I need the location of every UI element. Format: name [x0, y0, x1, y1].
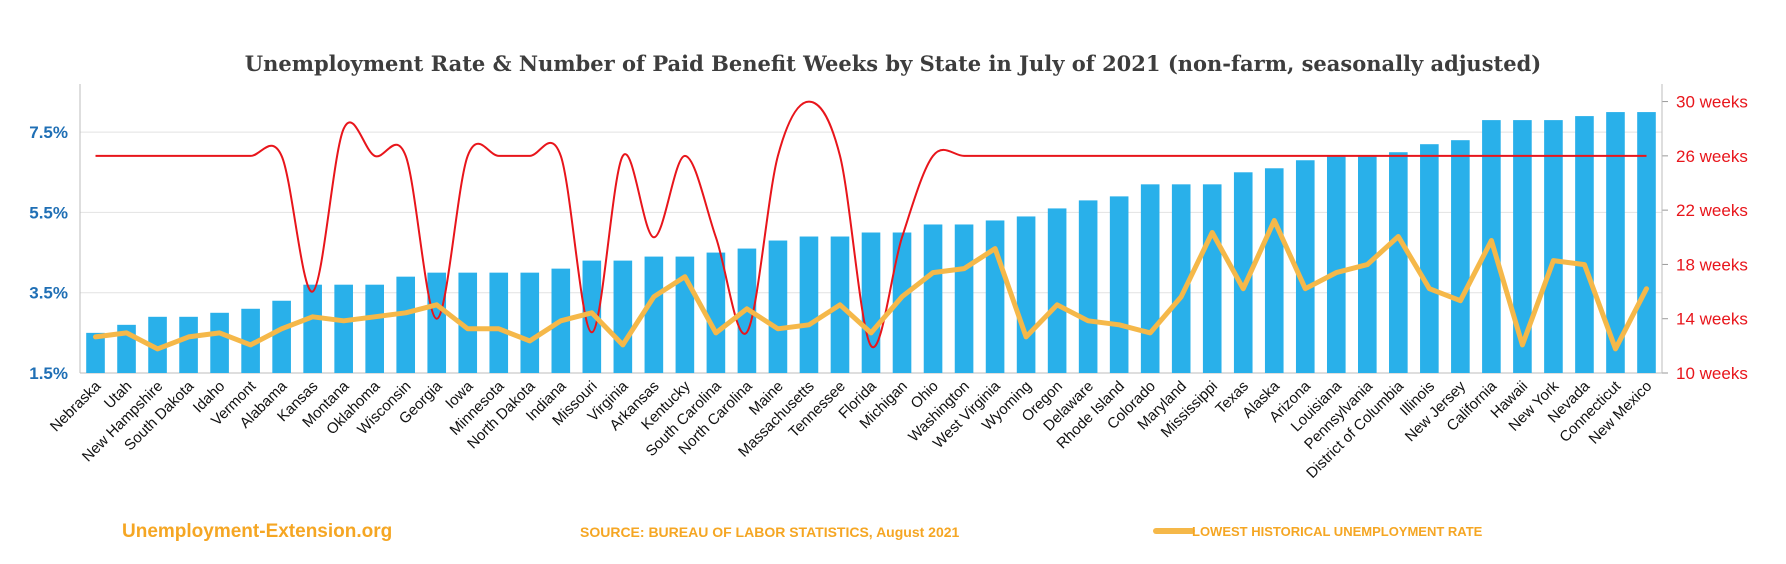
bar-georgia: [427, 272, 447, 373]
bar-florida: [861, 232, 881, 373]
bar-district-of-columbia: [1389, 152, 1408, 373]
y-tick-right: 30 weeks: [1676, 93, 1748, 112]
footer-brand: Unemployment-Extension.org: [122, 521, 392, 542]
bar-arizona: [1295, 160, 1315, 373]
bar-north-dakota: [520, 272, 540, 373]
bar-mississippi: [1202, 184, 1222, 373]
bar-connecticut: [1606, 112, 1625, 374]
y-tick-right: 18 weeks: [1676, 255, 1748, 274]
bar-alabama: [272, 300, 291, 373]
y-tick-left: 7.5%: [29, 123, 68, 142]
bar-iowa: [458, 272, 478, 373]
bar-illinois: [1420, 144, 1439, 373]
bar-new-jersey: [1451, 140, 1470, 373]
bar-missouri: [582, 260, 602, 373]
legend-label-lowest: LOWEST HISTORICAL UNEMPLOYMENT RATE: [1192, 524, 1483, 539]
bar-minnesota: [489, 272, 509, 373]
bar-wisconsin: [396, 276, 416, 373]
bar-vermont: [241, 308, 260, 373]
bar-virginia: [613, 260, 633, 373]
bar-maine: [768, 240, 788, 373]
bar-delaware: [1078, 200, 1098, 373]
bar-texas: [1233, 172, 1253, 373]
y-tick-left: 3.5%: [29, 284, 68, 303]
bar-south-dakota: [179, 316, 198, 373]
y-tick-labels: 1.5% 3.5% 5.5% 7.5% 10 weeks 14 weeks 18 weeks…: [29, 93, 1748, 383]
bar-washington: [954, 224, 974, 373]
y-tick-right: 10 weeks: [1676, 364, 1748, 383]
bar-new-york: [1544, 120, 1563, 374]
bar-west-virginia: [985, 220, 1005, 373]
bar-new-mexico: [1637, 112, 1656, 374]
y-tick-right: 14 weeks: [1676, 310, 1748, 329]
y-tick-right: 26 weeks: [1676, 147, 1748, 166]
y-tick-left: 1.5%: [29, 364, 68, 383]
bar-ohio: [923, 224, 943, 373]
footer-source: SOURCE: BUREAU OF LABOR STATISTICS, Augu…: [580, 524, 960, 540]
bar-new-hampshire: [148, 316, 167, 373]
benefit-weeks-line: [95, 100, 1647, 349]
bar-series: [86, 112, 1656, 374]
lowest-rate-line: [93, 218, 1649, 352]
bar-nevada: [1575, 116, 1594, 373]
bar-colorado: [1140, 184, 1160, 373]
bar-rhode-island: [1109, 196, 1129, 373]
bar-oregon: [1047, 208, 1067, 373]
bar-louisiana: [1326, 156, 1346, 373]
bar-wyoming: [1016, 216, 1036, 373]
bar-nebraska: [86, 332, 105, 373]
bar-idaho: [210, 312, 229, 373]
bar-michigan: [892, 232, 912, 373]
bar-massachusetts: [799, 236, 819, 373]
bar-arkansas: [644, 256, 664, 373]
lowest-rate-series: [93, 218, 1649, 352]
bar-hawaii: [1513, 120, 1532, 374]
chart-title: Unemployment Rate & Number of Paid Benef…: [245, 51, 1541, 76]
bar-south-carolina: [706, 252, 726, 373]
bar-kentucky: [675, 256, 695, 373]
bar-kansas: [303, 284, 322, 373]
x-label-nebraska: Nebraska: [47, 377, 105, 435]
y-tick-left: 5.5%: [29, 203, 68, 222]
bar-alaska: [1264, 168, 1284, 373]
bar-montana: [334, 284, 353, 373]
bar-oklahoma: [365, 284, 384, 373]
benefit-weeks-series: [95, 100, 1647, 349]
y-tick-right: 22 weeks: [1676, 201, 1748, 220]
bar-maryland: [1171, 184, 1191, 373]
